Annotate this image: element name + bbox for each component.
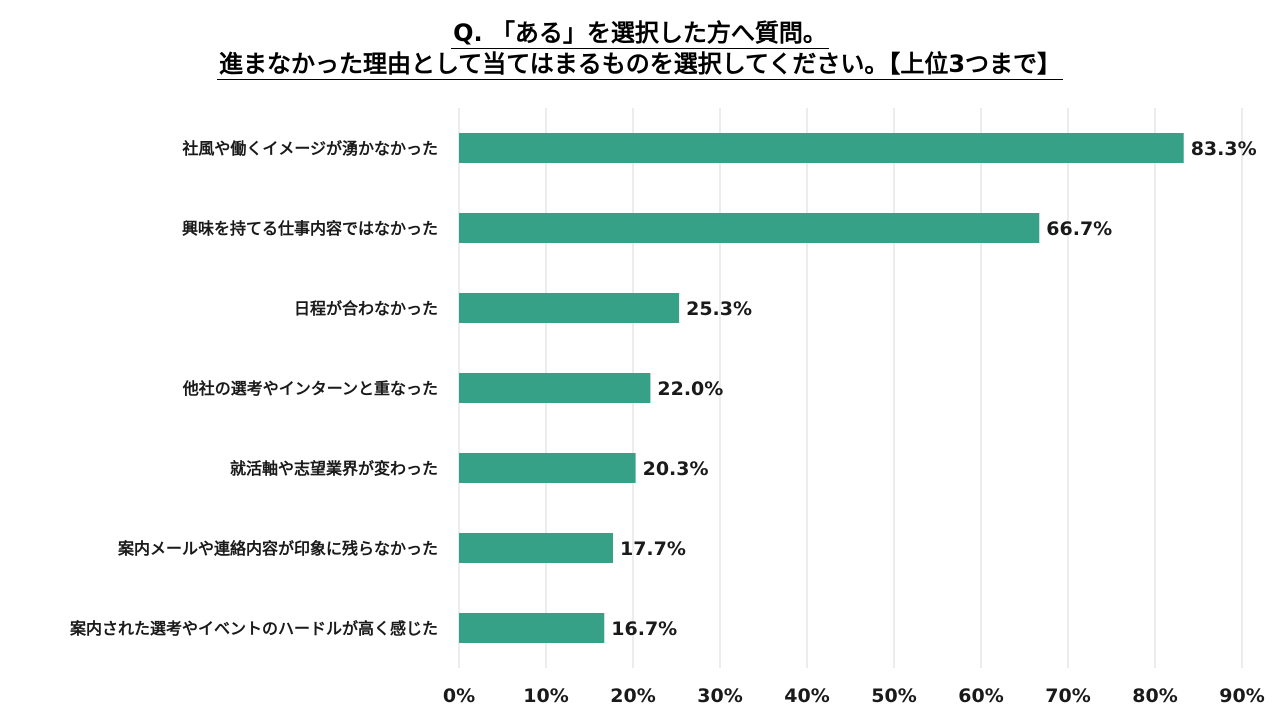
value-label: 25.3% xyxy=(686,298,752,320)
title-line-1: Q. 「ある」を選択した方へ質問。 xyxy=(451,19,829,49)
x-tick-label: 70% xyxy=(1045,685,1090,707)
category-label: 興味を持てる仕事内容ではなかった xyxy=(182,219,438,238)
bar xyxy=(459,453,636,483)
x-tick-label: 90% xyxy=(1219,685,1264,707)
x-tick-label: 20% xyxy=(610,685,655,707)
x-tick-label: 50% xyxy=(871,685,916,707)
category-label: 日程が合わなかった xyxy=(294,299,438,318)
category-label: 他社の選考やインターンと重なった xyxy=(182,379,438,398)
bar xyxy=(459,373,651,403)
x-tick-label: 10% xyxy=(523,685,568,707)
bar xyxy=(459,213,1040,243)
value-label: 66.7% xyxy=(1046,218,1112,240)
category-label: 案内メールや連絡内容が印象に残らなかった xyxy=(117,539,438,558)
bar xyxy=(459,533,613,563)
category-label: 社風や働くイメージが湧かなかった xyxy=(181,139,438,158)
value-label: 20.3% xyxy=(643,458,709,480)
gridlines xyxy=(458,108,1243,668)
title-line-2: 進まなかった理由として当てはまるものを選択してください。【上位3つまで】 xyxy=(216,50,1064,80)
x-tick-label: 30% xyxy=(697,685,742,707)
category-label: 就活軸や志望業界が変わった xyxy=(230,459,438,478)
category-label: 案内された選考やイベントのハードルが高く感じた xyxy=(69,619,438,638)
value-label: 22.0% xyxy=(657,378,723,400)
value-labels: 83.3% 66.7% 25.3% 22.0% 20.3% 17.7% 16.7% xyxy=(611,138,1256,640)
x-tick-label: 0% xyxy=(443,685,475,707)
value-label: 16.7% xyxy=(611,618,677,640)
x-tick-label: 40% xyxy=(784,685,829,707)
chart-title: Q. 「ある」を選択した方へ質問。 進まなかった理由として当てはまるものを選択し… xyxy=(0,18,1280,80)
x-tick-label: 60% xyxy=(958,685,1003,707)
bar xyxy=(459,293,680,323)
value-label: 83.3% xyxy=(1191,138,1257,160)
bars xyxy=(459,133,1184,643)
category-labels: 社風や働くイメージが湧かなかった興味を持てる仕事内容ではなかった日程が合わなかっ… xyxy=(69,139,438,638)
x-tick-label: 80% xyxy=(1132,685,1177,707)
x-axis-ticks: 0% 10% 20% 30% 40% 50% 60% 70% 80% 90% xyxy=(443,685,1265,707)
value-label: 17.7% xyxy=(620,538,686,560)
bar xyxy=(459,133,1184,163)
bar xyxy=(459,613,605,643)
